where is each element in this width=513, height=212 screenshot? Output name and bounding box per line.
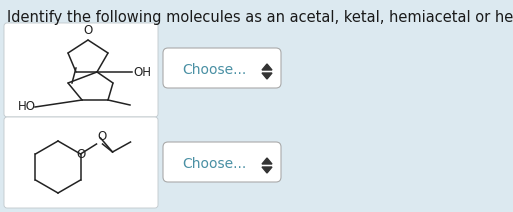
- FancyBboxPatch shape: [163, 142, 281, 182]
- Polygon shape: [262, 64, 272, 70]
- Polygon shape: [262, 158, 272, 164]
- FancyBboxPatch shape: [4, 23, 158, 117]
- Text: Choose...: Choose...: [182, 63, 246, 77]
- Text: OH: OH: [133, 66, 151, 78]
- Text: O: O: [76, 148, 85, 161]
- Text: O: O: [84, 24, 93, 37]
- Text: Identify the following molecules as an acetal, ketal, hemiacetal or hemiketal.: Identify the following molecules as an a…: [7, 10, 513, 25]
- Text: O: O: [97, 130, 107, 143]
- FancyBboxPatch shape: [163, 48, 281, 88]
- Text: HO: HO: [18, 100, 36, 113]
- Text: Choose...: Choose...: [182, 157, 246, 171]
- Polygon shape: [262, 167, 272, 173]
- FancyBboxPatch shape: [4, 117, 158, 208]
- Polygon shape: [262, 73, 272, 79]
